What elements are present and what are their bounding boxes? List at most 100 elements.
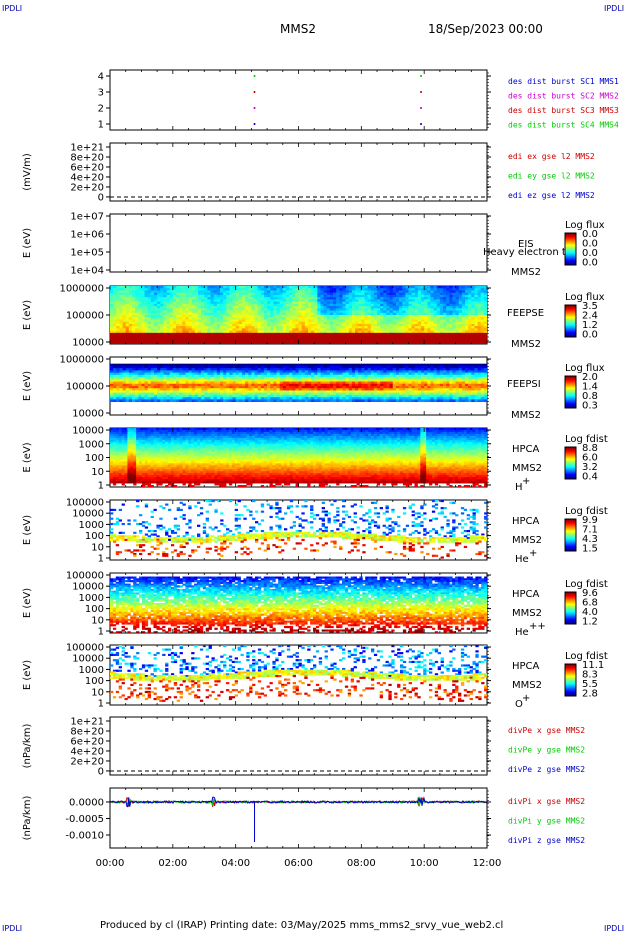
instrument-species: O xyxy=(515,699,523,710)
instrument-name: HPCA xyxy=(512,444,540,455)
ytick-label: 100000 xyxy=(66,643,104,654)
corner-label-bottom-left: IPDLI xyxy=(2,924,23,933)
spectrogram-p9 xyxy=(110,645,487,702)
colorbar-value: 7.1 xyxy=(582,525,598,536)
instrument-name: FEEPSI xyxy=(507,379,541,390)
ytick-label: 10000 xyxy=(72,582,104,593)
ytick-label: 100000 xyxy=(66,571,104,582)
legend-entry: divPi z gse MMS2 xyxy=(508,836,585,845)
panel-frame xyxy=(109,142,488,202)
legend-entry: divPe x gse MMS2 xyxy=(508,726,585,735)
spectrogram-p5 xyxy=(110,363,487,403)
date-title: 18/Sep/2023 00:00 xyxy=(428,22,543,36)
legend-entry: edi ey gse l2 MMS2 xyxy=(508,172,595,181)
colorbar-value: 3.5 xyxy=(582,301,598,312)
colorbar-value: 0.3 xyxy=(582,401,598,412)
legend-entry: des dist burst SC4 MMS4 xyxy=(508,121,619,130)
colorbar-value: 11.1 xyxy=(582,660,604,671)
colorbar-value: 1.5 xyxy=(582,544,598,555)
xtick-label: 10:00 xyxy=(410,858,439,869)
burst-marker xyxy=(420,123,422,125)
instrument-sc: MMS2 xyxy=(512,463,542,474)
colorbar-p3: 0.00.00.00.0 xyxy=(564,229,598,269)
xtick-label: 12:00 xyxy=(473,858,502,869)
ytick-label: 1e+04 xyxy=(70,266,104,277)
xtick-label: 04:00 xyxy=(221,858,250,869)
trace-#0000cc xyxy=(110,796,487,808)
colorbar-title: Log flux xyxy=(565,292,605,303)
colorbar-title: Log flux xyxy=(565,220,605,231)
ytick-label: 1 xyxy=(98,554,104,565)
ytick-label: 10 xyxy=(91,687,104,698)
instrument-charge: + xyxy=(522,476,530,487)
colorbar-value: 6.0 xyxy=(582,453,598,464)
panel-frame xyxy=(109,69,488,131)
colorbar-frame xyxy=(564,446,577,480)
colorbar-frame xyxy=(564,663,577,697)
legend-entry: des dist burst SC3 MMS3 xyxy=(508,106,619,115)
divpi-traces xyxy=(110,796,487,842)
ytick-label: 10 xyxy=(91,615,104,626)
ytick-label: 100 xyxy=(85,531,104,542)
ytick-label: 1000 xyxy=(79,593,104,604)
ylabel-p9: E (eV) xyxy=(22,660,33,690)
instrument-name: HPCA xyxy=(512,589,540,600)
ytick-label: 100 xyxy=(85,604,104,615)
colorbar-title: Log fdist xyxy=(565,434,608,445)
burst-marker xyxy=(253,107,256,109)
burst-marker xyxy=(420,91,422,93)
colorbar-value: 0.0 xyxy=(582,330,598,341)
spectrogram-p6 xyxy=(110,428,487,487)
legend-entry: divPe z gse MMS2 xyxy=(508,765,585,774)
instrument-species: H xyxy=(515,482,523,493)
ytick-label: 3 xyxy=(98,88,104,99)
ytick-label: 1e+21 xyxy=(70,143,104,154)
ytick-label: 1 xyxy=(98,699,104,710)
colorbar-title: Log fdist xyxy=(565,506,608,517)
burst-marker xyxy=(420,75,422,77)
instrument-name: HPCA xyxy=(512,661,540,672)
ylabel-p10: (nPa/km) xyxy=(22,724,33,769)
ytick-label: 2 xyxy=(98,104,104,115)
instrument-sc: MMS2 xyxy=(511,410,541,421)
ytick-label: 2e+20 xyxy=(70,756,104,767)
colorbar-title: Log fdist xyxy=(565,579,608,590)
instrument-charge: + xyxy=(522,693,530,704)
ytick-label: 1e+06 xyxy=(70,230,104,241)
colorbar-value: 8.3 xyxy=(582,670,598,681)
colorbar-value: 9.9 xyxy=(582,515,598,526)
colorbar-value: 9.6 xyxy=(582,588,598,599)
panel-frame xyxy=(109,716,488,776)
colorbar-value: 8.8 xyxy=(582,443,598,454)
colorbar-frame xyxy=(564,375,577,409)
instrument-sc: MMS2 xyxy=(511,267,541,278)
ylabel-p8: E (eV) xyxy=(22,588,33,618)
spectrogram-p8 xyxy=(110,576,487,633)
ytick-label: 8e+20 xyxy=(70,726,104,737)
instrument-sc: MMS2 xyxy=(512,680,542,691)
ytick-label: 4 xyxy=(98,72,104,83)
corner-label-top-right: IPDLI xyxy=(604,4,625,13)
spacecraft-title: MMS2 xyxy=(280,22,316,36)
ytick-label: 10000 xyxy=(72,409,104,420)
instrument-name: EIS xyxy=(518,239,534,250)
ytick-label: 6e+20 xyxy=(70,736,104,747)
colorbar-value: 5.5 xyxy=(582,679,598,690)
ytick-label: 0 xyxy=(98,766,104,777)
footer-credits: Produced by cl (IRAP) Printing date: 03/… xyxy=(100,920,504,931)
burst-marker xyxy=(253,91,256,93)
instrument-species: He xyxy=(515,554,529,565)
colorbar-p5: 2.01.40.80.3 xyxy=(564,372,598,412)
colorbar-value: 4.0 xyxy=(582,607,598,618)
colorbar-frame xyxy=(564,304,577,338)
corner-label-top-left: IPDLI xyxy=(2,4,23,13)
ylabel-p2: (mV/m) xyxy=(22,153,33,191)
ytick-label: 1 xyxy=(98,120,104,131)
ytick-label: 100000 xyxy=(66,382,104,393)
ytick-label: -0.0005 xyxy=(65,814,104,825)
colorbar-frame xyxy=(564,232,577,266)
xtick-label: 06:00 xyxy=(284,858,313,869)
overlay-text: Heavy electron to xyxy=(483,247,572,258)
